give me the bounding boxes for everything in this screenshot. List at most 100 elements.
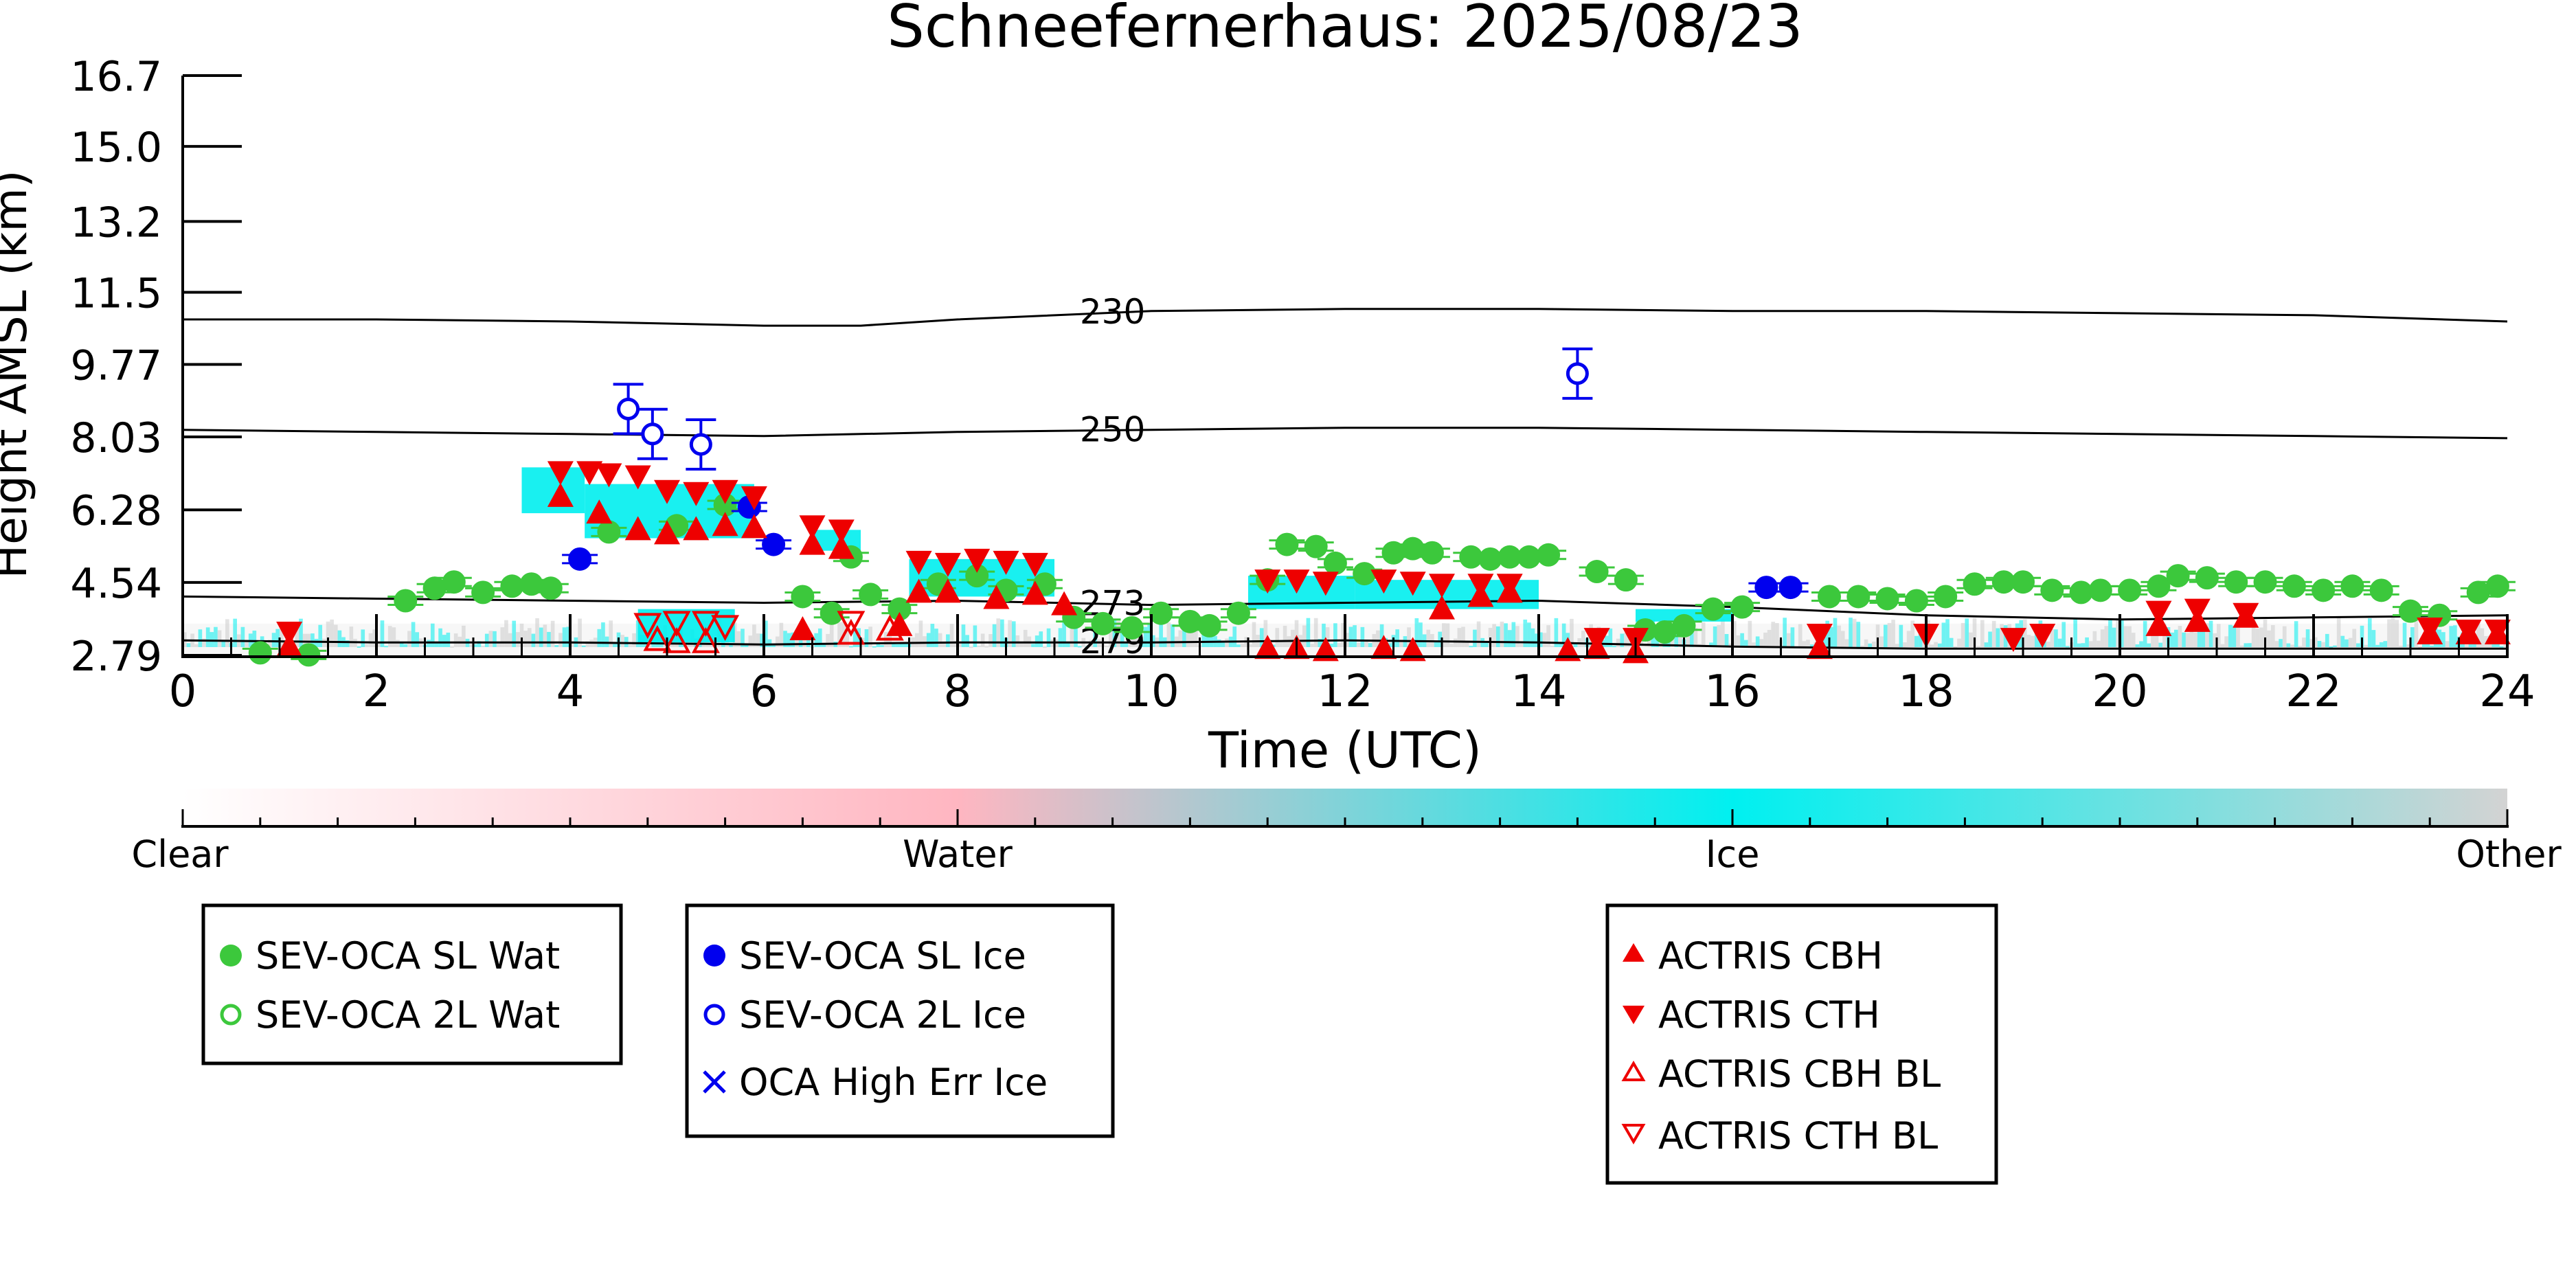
mask-column — [2360, 625, 2364, 647]
mask-column — [570, 640, 574, 647]
mask-column — [1918, 634, 1923, 647]
mask-column — [399, 642, 404, 647]
mask-column — [392, 627, 396, 647]
isotherm-label: 250 — [1080, 409, 1145, 449]
mask-column — [372, 629, 376, 647]
point-actris-cbh-bl — [875, 614, 904, 641]
mask-column — [1356, 642, 1361, 647]
mask-column — [1310, 644, 1314, 647]
point-actris-cth-bl — [837, 611, 866, 637]
point-actris-cth-bl — [691, 611, 720, 637]
mask-column — [504, 620, 508, 647]
point-sl-water — [597, 520, 621, 544]
legend-water: SEV-OCA SL Wat SEV-OCA 2L Wat — [201, 903, 623, 1065]
mask-column — [2197, 623, 2202, 647]
mask-column — [550, 620, 555, 647]
mask-column — [280, 624, 284, 647]
mask-column — [1891, 620, 1895, 647]
mask-column — [2441, 632, 2445, 647]
mask-column — [1259, 628, 1264, 647]
mask-column — [1511, 622, 1516, 647]
legend-label: OCA High Err Ice — [739, 1061, 1048, 1104]
mask-column — [1453, 638, 1458, 647]
point-sl-water — [2253, 570, 2277, 594]
point-sl-water — [820, 601, 844, 625]
mask-column — [2104, 626, 2109, 647]
point-sl-water — [1178, 609, 1202, 633]
x-tick-label: 0 — [169, 666, 197, 717]
point-sl-water — [422, 576, 447, 600]
mask-column — [2178, 626, 2182, 647]
point-actris-cbh — [683, 516, 710, 541]
point-actris-cth — [624, 465, 651, 490]
mask-column — [2333, 645, 2337, 647]
mask-column — [318, 624, 323, 647]
mask-column — [980, 633, 985, 647]
mask-column — [1667, 640, 1671, 647]
mask-column — [1275, 628, 1280, 647]
mask-column — [1186, 622, 1190, 647]
mask-column — [984, 646, 989, 648]
mask-column — [442, 635, 447, 647]
mask-column — [221, 641, 226, 647]
mask-column — [314, 639, 319, 647]
mask-column — [1240, 644, 1245, 647]
chart-title: Schneefernerhaus: 2025/08/23 — [887, 0, 1803, 61]
mask-column — [1829, 626, 1833, 647]
point-actris-cth — [2484, 619, 2511, 644]
mask-column — [1542, 633, 1547, 647]
mask-column — [1612, 646, 1616, 648]
mask-column — [1329, 644, 1334, 647]
mask-column — [1419, 622, 1423, 647]
mask-column — [1980, 620, 1985, 647]
mask-column — [438, 628, 442, 647]
point-actris-cth — [1399, 572, 1426, 596]
mask-column — [1748, 620, 1752, 647]
legend-marker-sl-ice — [703, 945, 725, 967]
mask-column — [2395, 620, 2399, 647]
mask-column — [2239, 645, 2244, 647]
mask-column — [1713, 626, 1717, 647]
mask-column — [2309, 639, 2314, 647]
legend-marker-sl-wat — [220, 945, 242, 967]
mask-column — [337, 630, 342, 647]
point-sl-water — [539, 576, 563, 600]
point-sl-water — [888, 597, 912, 621]
mask-column — [1616, 638, 1620, 647]
mask-column — [1039, 631, 1043, 647]
mask-column — [1159, 618, 1163, 647]
mask-column — [2057, 638, 2062, 647]
mask-column — [1046, 628, 1051, 647]
mask-column — [1426, 629, 1431, 647]
point-sl-water — [1275, 532, 1299, 556]
mask-column — [1775, 622, 1779, 647]
mask-column — [2430, 645, 2434, 647]
mask-column — [2305, 629, 2310, 647]
mask-column — [1313, 618, 1318, 647]
point-sl-water — [1149, 601, 1173, 625]
point-sl-water — [1091, 611, 1115, 635]
mask-column — [1019, 642, 1024, 647]
mask-column — [1965, 618, 1969, 647]
mask-column — [2131, 633, 2136, 647]
mask-column — [1495, 626, 1500, 647]
point-actris-cbh — [1254, 635, 1281, 659]
mask-column — [411, 622, 416, 647]
mask-column — [2143, 620, 2147, 647]
mask-column — [899, 642, 904, 647]
mask-column — [2158, 642, 2163, 647]
point-sl-water — [1401, 536, 1425, 561]
point-actris-cth — [1370, 569, 1397, 594]
mask-column — [628, 644, 633, 647]
x-tick-label: 12 — [1317, 666, 1372, 717]
mask-column — [2205, 623, 2209, 647]
mask-column — [2123, 626, 2128, 647]
point-actris-cth — [741, 486, 767, 510]
mask-column — [1492, 624, 1496, 647]
mask-column — [2286, 643, 2291, 647]
mask-column — [1120, 626, 1125, 647]
point-sl-water — [713, 493, 737, 517]
x-tick-label: 22 — [2285, 666, 2341, 717]
mask-column — [868, 626, 872, 647]
